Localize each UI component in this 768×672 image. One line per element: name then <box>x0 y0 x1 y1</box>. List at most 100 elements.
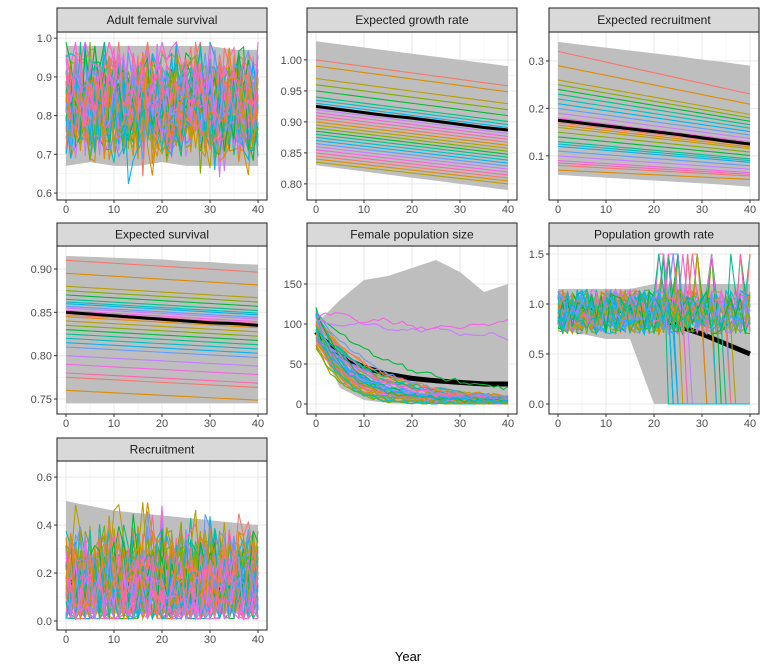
series-line <box>65 502 259 607</box>
y-tick-label: 0.90 <box>281 117 302 129</box>
series-line <box>315 121 509 146</box>
series-line <box>557 141 751 160</box>
series-line <box>315 136 509 161</box>
series-line <box>65 310 259 323</box>
series-line <box>557 164 751 177</box>
x-tick-label: 0 <box>313 418 319 430</box>
series-line <box>65 346 259 359</box>
x-tick-label: 30 <box>454 418 466 430</box>
series-line <box>315 108 509 134</box>
facet-strip <box>548 222 760 247</box>
series-line <box>315 314 509 405</box>
series-line <box>65 259 259 273</box>
facet-strip <box>548 7 760 33</box>
facet-title: Expected survival <box>115 228 209 242</box>
series-line <box>557 145 751 163</box>
series-line <box>557 253 751 335</box>
x-tick-label: 10 <box>600 204 612 216</box>
y-tick-label: 0.90 <box>31 264 52 276</box>
series-line <box>557 136 751 157</box>
series-line <box>557 117 751 143</box>
y-tick-label: 0.5 <box>529 349 544 361</box>
x-tick-label: 40 <box>744 204 756 216</box>
y-tick-label: 0.6 <box>37 472 52 484</box>
x-tick-label: 40 <box>252 204 264 216</box>
y-tick-label: 0.80 <box>281 179 302 191</box>
facet-title: Expected recruitment <box>597 13 711 27</box>
x-tick-label: 20 <box>156 634 168 646</box>
y-tick-label: 1.0 <box>529 299 544 311</box>
y-tick-label: 0.80 <box>31 351 52 363</box>
y-tick-label: 0.85 <box>31 307 52 319</box>
x-tick-label: 10 <box>108 418 120 430</box>
series-line <box>315 127 509 152</box>
series-line <box>557 124 751 148</box>
series-line <box>557 50 751 95</box>
series-line <box>557 162 751 175</box>
facet-strip <box>306 222 518 247</box>
series-line <box>65 329 259 341</box>
series-line <box>315 152 509 176</box>
x-tick-label: 20 <box>156 418 168 430</box>
x-tick-label: 30 <box>204 634 216 646</box>
series-line <box>557 289 750 405</box>
x-tick-label: 20 <box>648 418 660 430</box>
x-tick-label: 30 <box>204 418 216 430</box>
series-line <box>65 389 259 401</box>
series-line <box>315 310 509 400</box>
x-tick-label: 40 <box>252 634 264 646</box>
y-tick-label: 100 <box>284 319 302 331</box>
series-line <box>65 363 259 376</box>
y-tick-label: 0.4 <box>37 520 52 532</box>
y-tick-label: 0.1 <box>529 151 544 163</box>
y-tick-label: 0.9 <box>37 72 52 84</box>
series-line <box>65 290 259 303</box>
mean-line <box>315 104 509 132</box>
series-line <box>315 102 509 129</box>
series-line <box>65 307 259 320</box>
y-tick-label: 0.6 <box>37 188 52 200</box>
series-line <box>557 155 751 170</box>
x-tick-label: 20 <box>156 204 168 216</box>
facet-panel: Recruitment 0.0 0.2 0.4 0.6 0 10 20 30 40 <box>37 437 268 646</box>
series-line <box>557 126 751 150</box>
series-line <box>315 338 509 404</box>
series-line <box>65 57 259 176</box>
x-tick-label: 20 <box>406 418 418 430</box>
facet-title: Population growth rate <box>594 228 714 242</box>
series-line <box>315 158 509 182</box>
y-tick-label: 0.85 <box>281 148 302 160</box>
y-tick-label: 0.0 <box>529 399 544 411</box>
series-line <box>65 305 259 318</box>
series-line <box>65 316 259 329</box>
x-tick-label: 30 <box>696 204 708 216</box>
series-line <box>65 56 259 159</box>
series-line <box>65 324 259 337</box>
series-line <box>65 301 259 314</box>
y-tick-label: 1.5 <box>529 249 544 261</box>
facet-panel: Expected recruitment 0.1 0.2 0.3 0 10 20 30 40 <box>529 7 760 216</box>
series-line <box>315 133 509 158</box>
series-line <box>65 355 259 367</box>
series-line <box>557 79 751 116</box>
x-tick-label: 10 <box>358 204 370 216</box>
facet-panel: Population growth rate 0.0 0.5 1.0 1.5 0 10 20 3… <box>529 222 760 430</box>
series-line <box>557 107 751 136</box>
series-line <box>65 529 259 621</box>
y-tick-label: 0.95 <box>281 86 302 98</box>
series-line <box>315 65 509 93</box>
y-tick-label: 0.8 <box>37 111 52 123</box>
x-tick-label: 0 <box>555 418 561 430</box>
x-axis-label: Year <box>395 649 422 664</box>
series-line <box>557 84 751 119</box>
x-tick-label: 40 <box>744 418 756 430</box>
x-tick-label: 30 <box>454 204 466 216</box>
series-line <box>65 285 259 299</box>
series-line <box>65 333 259 346</box>
series-line <box>315 316 509 401</box>
series-line <box>65 298 259 312</box>
series-line <box>557 289 751 335</box>
series-line <box>65 45 259 152</box>
x-tick-label: 0 <box>313 204 319 216</box>
y-tick-label: 50 <box>290 359 302 371</box>
